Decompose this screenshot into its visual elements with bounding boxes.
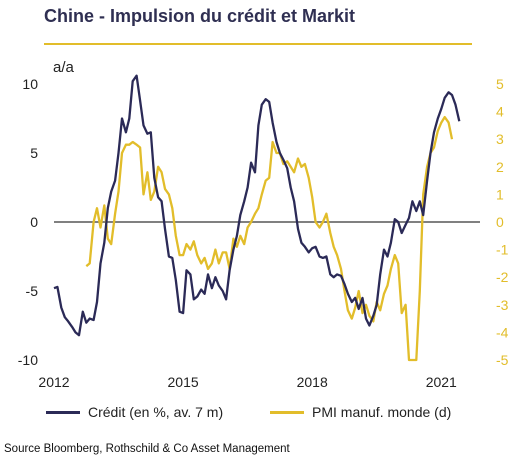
y-tick-right: -5: [496, 352, 509, 368]
y-tick-right: -1: [496, 242, 509, 258]
y-tick-left: 5: [30, 145, 38, 161]
legend-label-pmi: PMI manuf. monde (d): [312, 404, 452, 420]
legend-item-pmi: PMI manuf. monde (d): [270, 404, 451, 420]
title-underline: [44, 43, 472, 45]
y-tick-left: -10: [18, 352, 38, 368]
x-tick-label: 2018: [297, 374, 328, 390]
legend-swatch-pmi: [270, 410, 304, 414]
y-tick-right: 1: [496, 186, 504, 202]
legend: Crédit (en %, av. 7 m) PMI manuf. monde …: [0, 404, 519, 426]
y-tick-right: 3: [496, 131, 504, 147]
y-tick-right: 2: [496, 159, 504, 175]
y-axis-label: a/a: [53, 59, 75, 76]
y-tick-left: 10: [22, 76, 38, 92]
x-tick-label: 2012: [38, 374, 69, 390]
legend-swatch-credit: [46, 410, 80, 414]
y-tick-right: -3: [496, 297, 509, 313]
y-tick-right: 5: [496, 76, 504, 92]
y-tick-right: -4: [496, 324, 509, 340]
x-tick-label: 2021: [426, 374, 457, 390]
series-line-credit: [53, 74, 461, 337]
series-line-pmi: [85, 115, 454, 362]
y-tick-left: 0: [30, 214, 38, 230]
chart-title: Chine - Impulsion du crédit et Markit: [44, 6, 356, 26]
y-tick-right: 0: [496, 214, 504, 230]
y-tick-left: -5: [26, 283, 39, 299]
x-tick-label: 2015: [168, 374, 199, 390]
y-tick-right: 4: [496, 104, 504, 120]
legend-label-credit: Crédit (en %, av. 7 m): [88, 404, 224, 420]
source-note: Source Bloomberg, Rothschild & Co Asset …: [4, 443, 290, 455]
legend-item-credit: Crédit (en %, av. 7 m): [46, 404, 223, 420]
y-tick-right: -2: [496, 269, 509, 285]
